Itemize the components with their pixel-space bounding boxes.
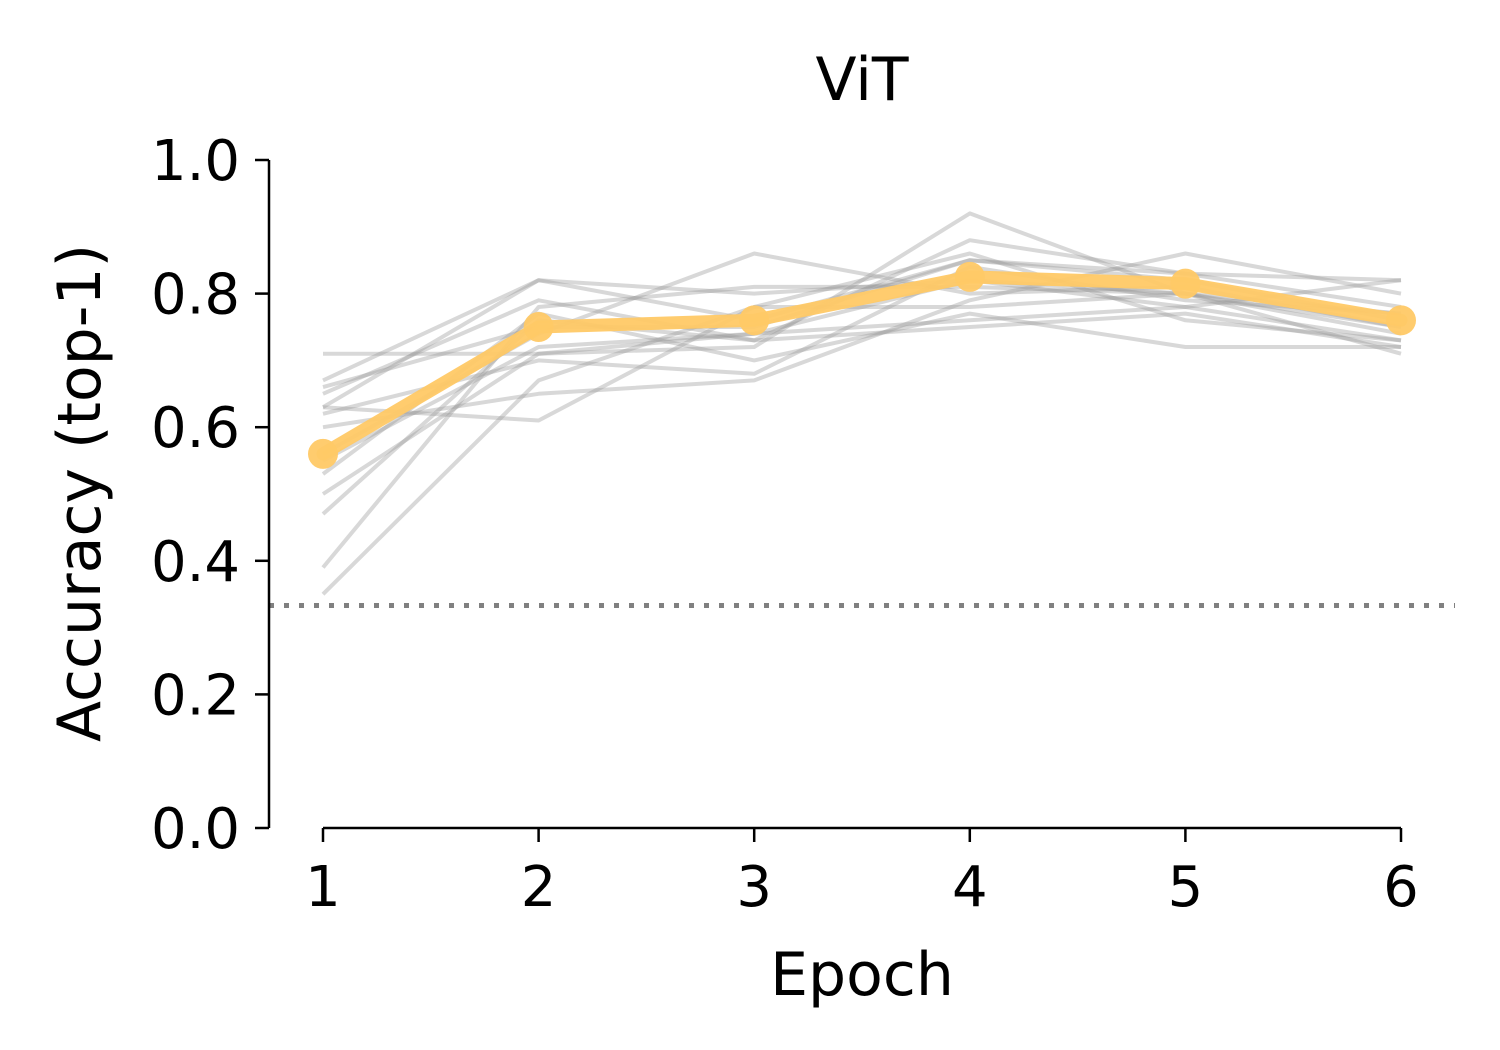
x-tick-label-3: 3 bbox=[736, 855, 772, 920]
x-tick-label-2: 2 bbox=[521, 855, 557, 920]
highlight-point-5 bbox=[1170, 268, 1201, 299]
highlight-layer bbox=[308, 261, 1416, 469]
y-tick-label-0.8: 0.8 bbox=[151, 263, 240, 328]
background-series-line-10 bbox=[321, 311, 1401, 476]
y-tick-label-1.0: 1.0 bbox=[151, 129, 240, 194]
y-axis-label: Accuracy (top-1) bbox=[45, 244, 115, 742]
highlight-point-1 bbox=[308, 438, 338, 469]
highlight-series-line bbox=[316, 270, 1408, 461]
x-axis-label: Epoch bbox=[770, 940, 954, 1010]
series-layer bbox=[321, 211, 1402, 596]
x-tick-label-4: 4 bbox=[952, 855, 988, 920]
highlight-point-4 bbox=[954, 261, 985, 292]
x-tick-label-1: 1 bbox=[305, 855, 341, 920]
highlight-point-2 bbox=[523, 312, 554, 342]
background-series-line-4 bbox=[322, 238, 1402, 396]
y-tick-label-0.2: 0.2 bbox=[151, 663, 240, 728]
background-series-line-11 bbox=[321, 211, 1402, 496]
background-series-line-7 bbox=[322, 251, 1402, 430]
x-tick-label-5: 5 bbox=[1168, 855, 1204, 920]
background-series-line-14 bbox=[321, 251, 1402, 596]
highlight-point-6 bbox=[1386, 305, 1416, 336]
background-series-line-15 bbox=[322, 264, 1402, 416]
background-series-line-9 bbox=[322, 278, 1402, 463]
x-tick-label-6: 6 bbox=[1383, 855, 1419, 920]
y-tick-label-0.0: 0.0 bbox=[151, 797, 240, 862]
highlight-point-3 bbox=[739, 305, 770, 336]
chart-title: ViT bbox=[815, 45, 908, 115]
background-series-line-6 bbox=[322, 291, 1402, 423]
y-tick-label-0.4: 0.4 bbox=[151, 530, 240, 595]
tick-layer: 1 2 3 4 5 6 0.0 0.2 0.4 0.6 0.8 1.0 bbox=[151, 129, 1419, 920]
background-series-line-2 bbox=[322, 278, 1402, 383]
y-tick-label-0.6: 0.6 bbox=[151, 396, 240, 461]
